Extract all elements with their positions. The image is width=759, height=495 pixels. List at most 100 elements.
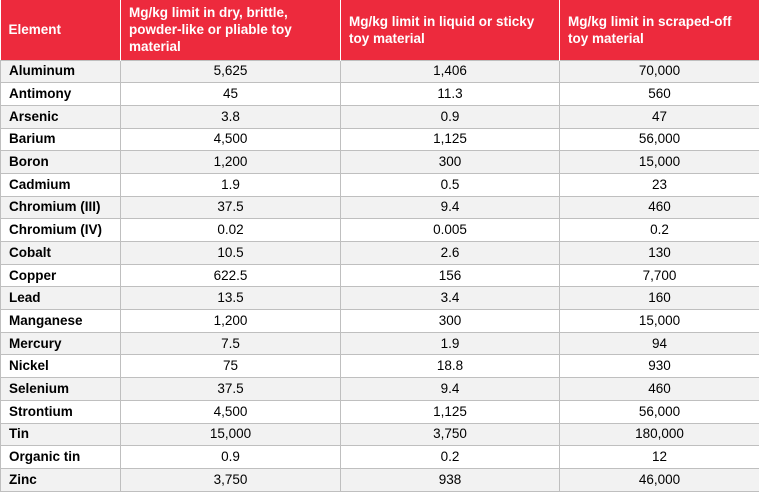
element-cell: Zinc bbox=[0, 467, 121, 492]
dry-limit-cell: 15,000 bbox=[120, 422, 341, 447]
element-cell: Strontium bbox=[0, 399, 121, 424]
scraped-limit-cell: 94 bbox=[559, 331, 759, 356]
liquid-limit-cell: 0.005 bbox=[340, 218, 560, 242]
element-cell: Organic tin bbox=[0, 445, 121, 469]
scraped-limit-cell: 460 bbox=[559, 377, 759, 401]
element-cell: Chromium (IV) bbox=[0, 218, 121, 242]
scraped-limit-cell: 15,000 bbox=[559, 309, 759, 333]
dry-limit-cell: 0.9 bbox=[120, 445, 341, 469]
table-row: Cobalt 10.5 2.6 130 bbox=[0, 241, 759, 265]
dry-limit-cell: 45 bbox=[120, 82, 341, 106]
scraped-limit-cell: 12 bbox=[559, 445, 759, 469]
element-cell: Cobalt bbox=[0, 241, 121, 265]
header-liquid-limit: Mg/kg limit in liquid or sticky toy mate… bbox=[340, 0, 560, 60]
liquid-limit-cell: 9.4 bbox=[340, 377, 560, 401]
scraped-limit-cell: 23 bbox=[559, 172, 759, 197]
dry-limit-cell: 75 bbox=[120, 354, 341, 379]
scraped-limit-cell: 930 bbox=[559, 354, 759, 379]
element-cell: Arsenic bbox=[0, 104, 121, 129]
liquid-limit-cell: 300 bbox=[340, 150, 560, 174]
liquid-limit-cell: 2.6 bbox=[340, 241, 560, 265]
scraped-limit-cell: 70,000 bbox=[559, 59, 759, 84]
header-row: Element Mg/kg limit in dry, brittle, pow… bbox=[0, 0, 759, 60]
scraped-limit-cell: 0.2 bbox=[559, 218, 759, 242]
scraped-limit-cell: 56,000 bbox=[559, 399, 759, 424]
scraped-limit-cell: 15,000 bbox=[559, 150, 759, 174]
liquid-limit-cell: 938 bbox=[340, 467, 560, 492]
table-row: Manganese 1,200 300 15,000 bbox=[0, 309, 759, 333]
scraped-limit-cell: 47 bbox=[559, 104, 759, 129]
element-cell: Lead bbox=[0, 286, 121, 311]
dry-limit-cell: 7.5 bbox=[120, 331, 341, 356]
scraped-limit-cell: 560 bbox=[559, 82, 759, 106]
dry-limit-cell: 13.5 bbox=[120, 286, 341, 311]
element-cell: Aluminum bbox=[0, 59, 121, 84]
element-cell: Antimony bbox=[0, 82, 121, 106]
scraped-limit-cell: 160 bbox=[559, 286, 759, 311]
liquid-limit-cell: 1,125 bbox=[340, 127, 560, 152]
table-row: Boron 1,200 300 15,000 bbox=[0, 150, 759, 174]
header-scraped-limit: Mg/kg limit in scraped-off toy material bbox=[559, 0, 759, 60]
liquid-limit-cell: 1,125 bbox=[340, 399, 560, 424]
table-row: Chromium (IV) 0.02 0.005 0.2 bbox=[0, 218, 759, 242]
header-dry-limit: Mg/kg limit in dry, brittle, powder-like… bbox=[120, 0, 341, 60]
dry-limit-cell: 0.02 bbox=[120, 218, 341, 242]
table-row: Arsenic 3.8 0.9 47 bbox=[0, 104, 759, 129]
element-cell: Tin bbox=[0, 422, 121, 447]
scraped-limit-cell: 180,000 bbox=[559, 422, 759, 447]
element-cell: Barium bbox=[0, 127, 121, 152]
liquid-limit-cell: 0.5 bbox=[340, 172, 560, 197]
table-header: Element Mg/kg limit in dry, brittle, pow… bbox=[0, 0, 759, 60]
table-row: Mercury 7.5 1.9 94 bbox=[0, 331, 759, 356]
table-row: Copper 622.5 156 7,700 bbox=[0, 263, 759, 288]
table-row: Organic tin 0.9 0.2 12 bbox=[0, 445, 759, 469]
table-row: Aluminum 5,625 1,406 70,000 bbox=[0, 59, 759, 84]
table-row: Antimony 45 11.3 560 bbox=[0, 82, 759, 106]
dry-limit-cell: 10.5 bbox=[120, 241, 341, 265]
element-cell: Manganese bbox=[0, 309, 121, 333]
header-element: Element bbox=[0, 0, 121, 60]
liquid-limit-cell: 1,406 bbox=[340, 59, 560, 84]
table-row: Lead 13.5 3.4 160 bbox=[0, 286, 759, 311]
scraped-limit-cell: 56,000 bbox=[559, 127, 759, 152]
table-body: Aluminum 5,625 1,406 70,000 Antimony 45 11.3 56… bbox=[0, 59, 759, 492]
element-cell: Copper bbox=[0, 263, 121, 288]
dry-limit-cell: 4,500 bbox=[120, 399, 341, 424]
liquid-limit-cell: 3,750 bbox=[340, 422, 560, 447]
element-cell: Chromium (III) bbox=[0, 195, 121, 220]
liquid-limit-cell: 156 bbox=[340, 263, 560, 288]
table-row: Nickel 75 18.8 930 bbox=[0, 354, 759, 379]
element-cell: Nickel bbox=[0, 354, 121, 379]
dry-limit-cell: 37.5 bbox=[120, 195, 341, 220]
liquid-limit-cell: 0.9 bbox=[340, 104, 560, 129]
dry-limit-cell: 1.9 bbox=[120, 172, 341, 197]
liquid-limit-cell: 11.3 bbox=[340, 82, 560, 106]
dry-limit-cell: 622.5 bbox=[120, 263, 341, 288]
dry-limit-cell: 1,200 bbox=[120, 309, 341, 333]
element-cell: Mercury bbox=[0, 331, 121, 356]
liquid-limit-cell: 1.9 bbox=[340, 331, 560, 356]
dry-limit-cell: 3,750 bbox=[120, 467, 341, 492]
table-row: Tin 15,000 3,750 180,000 bbox=[0, 422, 759, 447]
dry-limit-cell: 5,625 bbox=[120, 59, 341, 84]
liquid-limit-cell: 0.2 bbox=[340, 445, 560, 469]
table-row: Cadmium 1.9 0.5 23 bbox=[0, 172, 759, 197]
table-row: Chromium (III) 37.5 9.4 460 bbox=[0, 195, 759, 220]
liquid-limit-cell: 9.4 bbox=[340, 195, 560, 220]
table-row: Zinc 3,750 938 46,000 bbox=[0, 467, 759, 492]
table-row: Selenium 37.5 9.4 460 bbox=[0, 377, 759, 401]
dry-limit-cell: 37.5 bbox=[120, 377, 341, 401]
element-cell: Boron bbox=[0, 150, 121, 174]
table-row: Strontium 4,500 1,125 56,000 bbox=[0, 399, 759, 424]
dry-limit-cell: 3.8 bbox=[120, 104, 341, 129]
element-cell: Selenium bbox=[0, 377, 121, 401]
scraped-limit-cell: 7,700 bbox=[559, 263, 759, 288]
scraped-limit-cell: 130 bbox=[559, 241, 759, 265]
scraped-limit-cell: 46,000 bbox=[559, 467, 759, 492]
dry-limit-cell: 4,500 bbox=[120, 127, 341, 152]
dry-limit-cell: 1,200 bbox=[120, 150, 341, 174]
element-cell: Cadmium bbox=[0, 172, 121, 197]
liquid-limit-cell: 3.4 bbox=[340, 286, 560, 311]
liquid-limit-cell: 300 bbox=[340, 309, 560, 333]
